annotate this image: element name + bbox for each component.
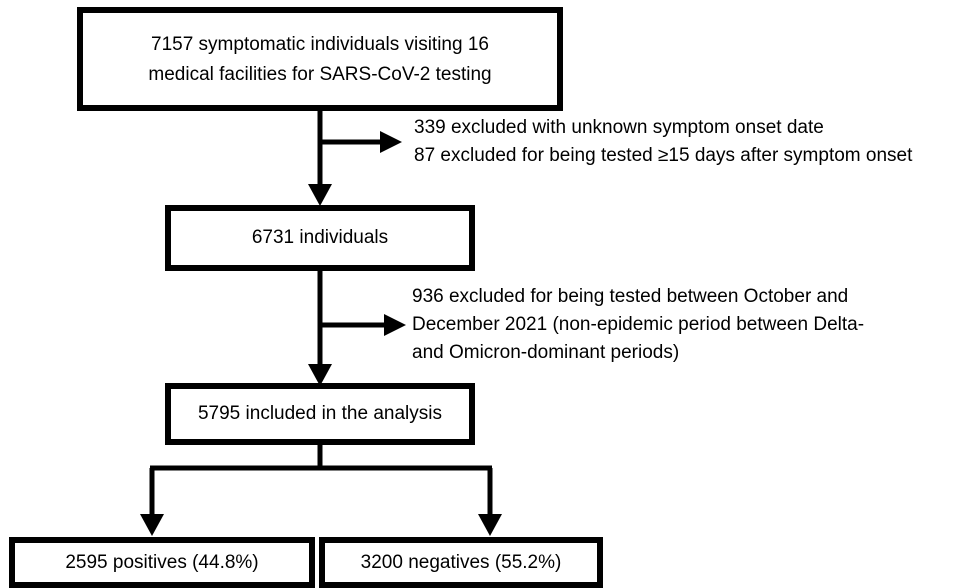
box-text: 7157 symptomatic individuals visiting 16 [151,34,489,55]
exclusion-text: 936 excluded for being tested between Oc… [412,286,848,307]
box [319,537,603,588]
exclusion-text: and Omicron-dominant periods) [412,342,679,363]
box [9,537,315,588]
box-text: medical facilities for SARS-CoV-2 testin… [148,64,491,85]
arrowhead [140,514,164,536]
exclusion-text: 339 excluded with unknown symptom onset … [414,117,824,138]
box-text: 3200 negatives (55.2%) [361,552,562,573]
box [165,205,475,271]
exclusion-text: 87 excluded for being tested ≥15 days af… [414,145,913,166]
arrowhead [384,314,406,336]
arrowhead [478,514,502,536]
connectors [140,108,502,536]
arrowhead [308,364,332,386]
box [77,7,563,111]
box-text: 6731 individuals [252,227,388,248]
arrowhead [308,184,332,206]
box-text: 2595 positives (44.8%) [65,552,258,573]
arrowhead [380,131,402,153]
box [165,383,475,445]
box-text: 5795 included in the analysis [198,403,442,424]
exclusion-text: December 2021 (non-epidemic period betwe… [412,314,864,335]
